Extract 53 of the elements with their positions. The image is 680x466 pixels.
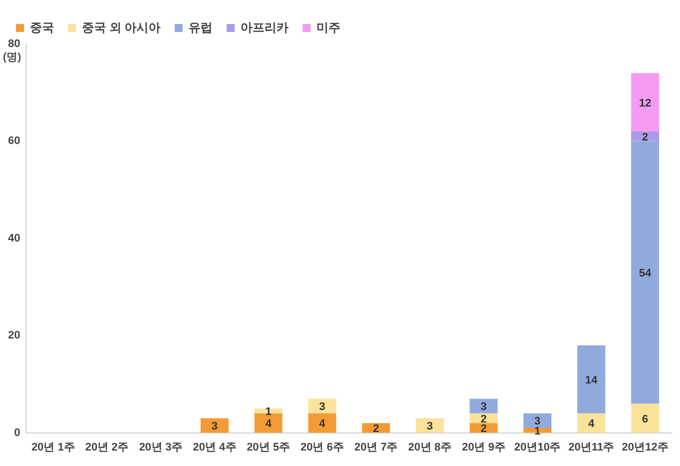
x-tick-label: 20년 6주	[300, 441, 344, 454]
bar	[631, 404, 660, 433]
data-label: 2	[480, 422, 487, 435]
data-label: 4	[319, 418, 326, 430]
bar	[200, 418, 229, 433]
x-tick-label: 20년 9주	[462, 441, 506, 454]
legend-label: 중국	[30, 20, 54, 34]
data-label: 4	[588, 418, 596, 430]
legend-label: 아프리카	[240, 20, 289, 34]
y-tick-label: 80	[8, 38, 20, 50]
data-label: 6	[642, 413, 648, 426]
x-tick-label: 20년 8주	[408, 441, 452, 454]
x-tick-label: 20년10주	[514, 441, 561, 454]
legend-label: 중국 외 아시아	[82, 20, 161, 34]
x-tick-label: 20년 3주	[139, 441, 182, 454]
data-label: 1	[265, 406, 272, 418]
y-axis-title: (명)	[2, 52, 22, 64]
data-label: 3	[480, 401, 487, 414]
bar	[254, 408, 282, 414]
bar	[577, 345, 606, 414]
legend-label: 미주	[316, 20, 341, 34]
data-label: 2	[642, 131, 648, 144]
data-label: 3	[212, 420, 218, 433]
data-label: 2	[480, 413, 487, 426]
legend-label: 유럽	[188, 20, 213, 34]
data-label: 54	[638, 267, 652, 280]
data-label: 4	[265, 418, 272, 430]
data-label: 14	[585, 374, 598, 386]
x-tick-label: 20년 5주	[246, 441, 290, 454]
bar	[577, 413, 606, 433]
x-tick-label: 20년 1주	[31, 441, 75, 454]
bar	[470, 398, 498, 414]
data-label: 2	[372, 422, 380, 435]
y-tick-label: 20	[8, 330, 20, 342]
x-tick-label: 20년 2주	[85, 441, 129, 454]
x-tick-label: 20년 7주	[354, 441, 398, 454]
x-tick-label: 20년12주	[622, 441, 668, 454]
y-tick-label: 0	[14, 426, 20, 439]
x-tick-label: 20년11주	[568, 441, 614, 454]
bar	[416, 418, 444, 433]
y-tick-label: 40	[8, 232, 20, 244]
data-label: 3	[534, 416, 541, 428]
data-label: 12	[638, 97, 652, 110]
bar	[631, 141, 660, 404]
bar	[308, 398, 336, 414]
bar	[254, 413, 282, 433]
bar	[308, 413, 336, 433]
x-tick-label: 20년 4주	[192, 441, 236, 454]
data-label: 3	[319, 401, 326, 414]
bar	[631, 73, 660, 132]
y-tick-label: 60	[8, 135, 20, 148]
bar	[523, 413, 552, 428]
data-label: 3	[426, 420, 433, 433]
